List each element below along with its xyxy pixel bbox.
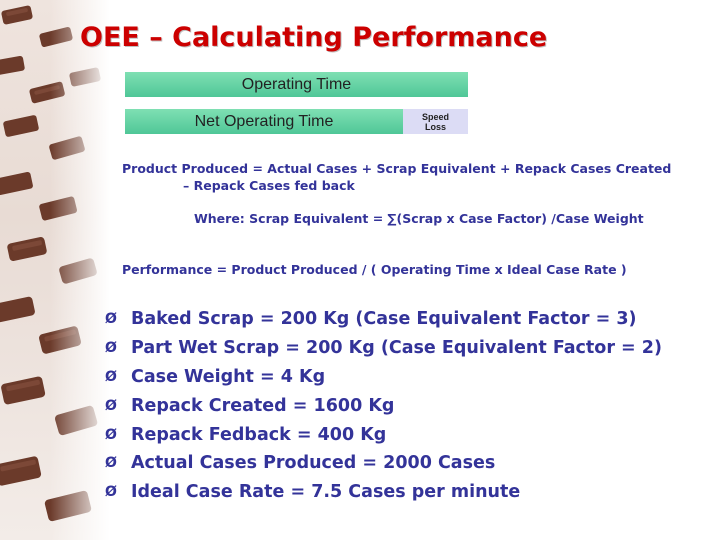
list-item-text: Repack Created = 1600 Kg xyxy=(131,395,395,416)
net-operating-time-label: Net Operating Time xyxy=(194,112,334,130)
list-item-text: Repack Fedback = 400 Kg xyxy=(131,424,387,445)
list-item: Ø Repack Created = 1600 Kg xyxy=(105,391,662,420)
speed-loss-label-line1: Speed xyxy=(421,111,449,122)
speed-loss-box: Speed Loss xyxy=(403,109,468,134)
product-produced-formula-line1: Product Produced = Actual Cases + Scrap … xyxy=(122,161,672,176)
list-item: Ø Repack Fedback = 400 Kg xyxy=(105,420,662,449)
net-operating-time-bar: Net Operating Time xyxy=(125,109,403,134)
bullet-arrow-icon: Ø xyxy=(105,368,117,385)
bullet-arrow-icon: Ø xyxy=(105,455,117,472)
list-item: Ø Ideal Case Rate = 7.5 Cases per minute xyxy=(105,478,662,507)
list-item-text: Case Weight = 4 Kg xyxy=(131,366,326,387)
list-item: Ø Baked Scrap = 200 Kg (Case Equivalent F… xyxy=(105,305,662,334)
bullet-arrow-icon: Ø xyxy=(105,340,117,357)
product-produced-formula-line2: – Repack Cases fed back xyxy=(183,178,355,193)
list-item-text: Actual Cases Produced = 2000 Cases xyxy=(131,453,496,474)
list-item-text: Baked Scrap = 200 Kg (Case Equivalent Fa… xyxy=(131,309,637,330)
list-item: Ø Case Weight = 4 Kg xyxy=(105,363,662,392)
list-item: Ø Actual Cases Produced = 2000 Cases xyxy=(105,449,662,478)
bullet-arrow-icon: Ø xyxy=(105,311,117,328)
operating-time-bar: Operating Time xyxy=(125,72,468,97)
speed-loss-label-line2: Loss xyxy=(424,121,446,132)
chocolate-biscuits-photo xyxy=(0,0,110,540)
list-item-text: Part Wet Scrap = 200 Kg (Case Equivalent… xyxy=(131,338,662,359)
bullet-arrow-icon: Ø xyxy=(105,484,117,501)
operating-time-label: Operating Time xyxy=(241,75,352,93)
scrap-equivalent-formula: Where: Scrap Equivalent = ∑(Scrap x Case… xyxy=(194,211,644,226)
performance-formula: Performance = Product Produced / ( Opera… xyxy=(122,262,627,277)
photo-fade xyxy=(50,0,110,540)
list-item-text: Ideal Case Rate = 7.5 Cases per minute xyxy=(131,482,521,503)
list-item: Ø Part Wet Scrap = 200 Kg (Case Equivalen… xyxy=(105,334,662,363)
slide-title: OEE – Calculating Performance xyxy=(80,22,548,53)
bullet-arrow-icon: Ø xyxy=(105,397,117,414)
bullet-arrow-icon: Ø xyxy=(105,426,117,443)
input-values-list: Ø Baked Scrap = 200 Kg (Case Equivalent F… xyxy=(105,305,662,507)
